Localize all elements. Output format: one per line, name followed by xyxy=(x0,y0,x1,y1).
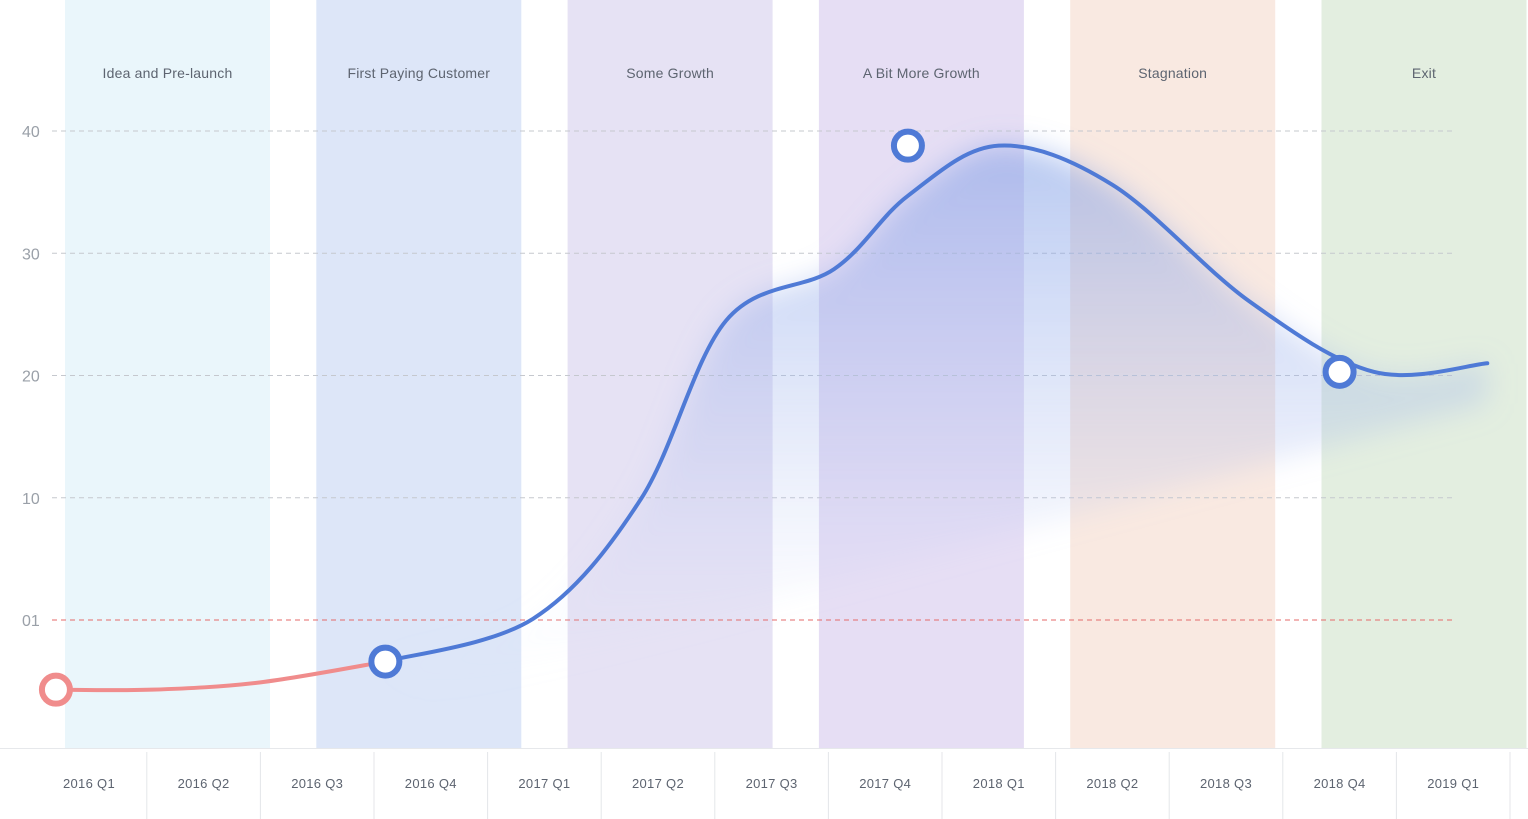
data-point-marker[interactable] xyxy=(1322,354,1357,389)
phase-band xyxy=(316,0,522,748)
x-tick-label: 2016 Q4 xyxy=(405,776,457,791)
x-tick-label: 2016 Q2 xyxy=(178,776,230,791)
x-tick-label: 2017 Q3 xyxy=(746,776,798,791)
data-point-marker[interactable] xyxy=(890,128,925,163)
y-tick-label: 10 xyxy=(22,491,40,508)
x-tick-label: 2016 Q3 xyxy=(291,776,343,791)
area-shadow xyxy=(385,145,1488,694)
phase-band xyxy=(65,0,270,748)
x-axis: 2016 Q1 2016 Q2 2016 Q3 2016 Q4 2017 Q1 2017 … xyxy=(0,748,1528,819)
phase-label: A Bit More Growth xyxy=(863,65,980,81)
x-tick-label: 2017 Q4 xyxy=(859,776,911,791)
y-tick-label: 30 xyxy=(22,246,40,263)
y-axis: 40 30 20 10 01 xyxy=(22,124,40,630)
x-tick-label: 2016 Q1 xyxy=(63,776,115,791)
phase-label: First Paying Customer xyxy=(347,65,490,81)
x-tick-label: 2017 Q1 xyxy=(518,776,570,791)
y-tick-label: 40 xyxy=(22,124,40,141)
series-lines xyxy=(53,143,1490,693)
markers xyxy=(38,128,1357,707)
x-tick-label: 2018 Q2 xyxy=(1086,776,1138,791)
x-tick-label: 2017 Q2 xyxy=(632,776,684,791)
series-line xyxy=(383,143,1490,664)
area-shadow-fill xyxy=(385,145,1488,694)
series-line-pre xyxy=(53,659,388,693)
x-tick-label: 2018 Q4 xyxy=(1314,776,1366,791)
data-point-marker[interactable] xyxy=(368,644,403,679)
x-tick-label: 2019 Q1 xyxy=(1427,776,1479,791)
phase-label: Stagnation xyxy=(1138,65,1207,81)
y-tick-label: 01 xyxy=(22,613,40,630)
phase-label: Exit xyxy=(1412,65,1436,81)
y-tick-label: 20 xyxy=(22,369,40,386)
phase-label: Idea and Pre-launch xyxy=(103,65,233,81)
data-point-marker[interactable] xyxy=(38,672,73,707)
x-axis-strip xyxy=(0,748,1528,819)
x-tick-label: 2018 Q1 xyxy=(973,776,1025,791)
x-tick-label: 2018 Q3 xyxy=(1200,776,1252,791)
phase-label: Some Growth xyxy=(626,65,714,81)
